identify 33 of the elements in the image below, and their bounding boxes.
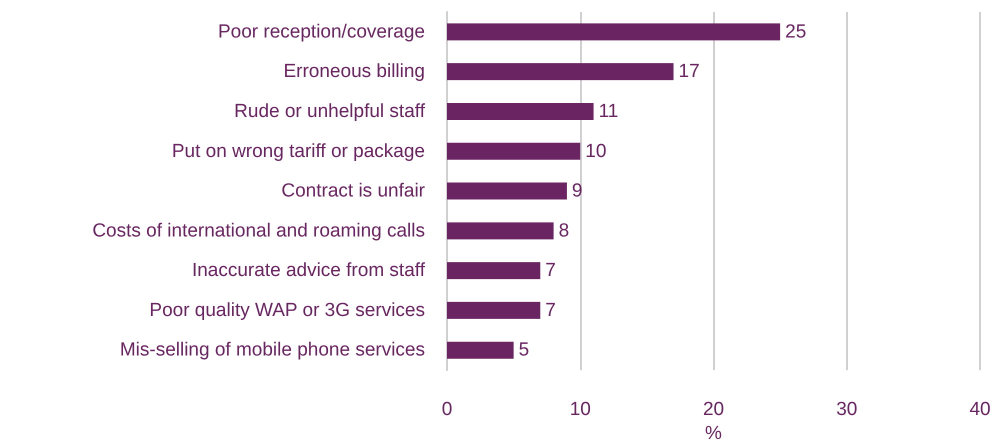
y-tick-label: Poor reception/coverage: [218, 21, 425, 42]
data-label: 7: [545, 300, 556, 321]
bar: [447, 262, 540, 280]
bar: [447, 23, 780, 40]
x-tick-label: 0: [442, 399, 452, 420]
x-axis-title: %: [705, 423, 722, 444]
x-tick-label: 40: [969, 399, 991, 420]
data-label: 25: [785, 21, 806, 42]
bar: [447, 63, 674, 80]
bar: [447, 142, 580, 160]
data-label: 8: [558, 220, 570, 242]
y-tick-label: Inaccurate advice from staff: [192, 260, 426, 282]
x-tick-label: 30: [836, 399, 858, 420]
x-tick-label: 10: [570, 399, 591, 420]
bar: [447, 102, 594, 120]
bar: [447, 342, 514, 359]
y-tick-label: Rude or unhelpful staff: [234, 100, 426, 122]
y-tick-label: Costs of international and roaming calls: [92, 220, 425, 242]
data-label: 5: [518, 340, 530, 361]
data-label: 7: [545, 260, 556, 282]
bar: [447, 302, 540, 319]
y-tick-label: Poor quality WAP or 3G services: [149, 300, 425, 321]
x-tick-label: 20: [702, 399, 724, 420]
y-tick-label: Mis-selling of mobile phone services: [120, 340, 425, 361]
data-label: 11: [598, 100, 618, 122]
data-label: 17: [678, 61, 700, 82]
bar: [447, 222, 554, 240]
y-tick-label: Contract is unfair: [281, 180, 426, 202]
y-tick-label: Erroneous billing: [283, 61, 425, 82]
y-tick-label: Put on wrong tariff or package: [172, 140, 425, 162]
bar: [447, 182, 567, 200]
data-label: 10: [585, 140, 606, 162]
data-label: 9: [572, 180, 583, 202]
